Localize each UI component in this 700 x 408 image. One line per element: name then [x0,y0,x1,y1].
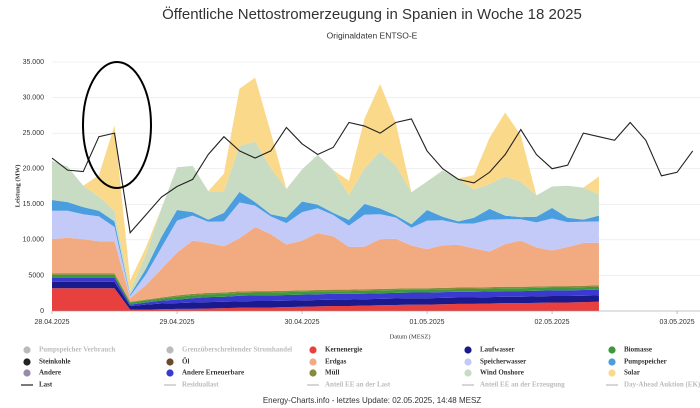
legend-marker [23,346,31,354]
legend-label: Anteil EE an der Erzeugung [480,381,565,389]
legend-label: Öl [182,358,189,366]
x-tick-label: 30.04.2025 [285,319,320,326]
legend-label: Last [39,381,53,389]
legend-marker [23,358,31,366]
chart-title: Öffentliche Nettostromerzeugung in Spani… [162,5,582,23]
legend-label: Day-Ahead Auktion (EK) [624,381,700,389]
legend-marker [309,369,317,377]
legend-marker [464,369,472,377]
legend-label: Laufwasser [480,346,515,354]
legend-label: Biomasse [624,346,652,354]
y-tick-label: 10.000 [23,237,45,244]
legend-label: Pumpspeicher Verbrauch [39,346,115,354]
legend-label: Pumpspeicher [624,358,667,366]
legend-label: Residuallast [182,381,219,389]
legend-marker [309,346,317,354]
x-tick-label: 01.05.2025 [410,319,445,326]
x-tick-label: 02.05.2025 [535,319,570,326]
legend-label: Grenzüberschreitender Stromhandel [182,346,292,354]
legend-marker [464,346,472,354]
legend-marker [608,346,616,354]
legend-label: Solar [624,369,640,377]
legend-label: Müll [325,369,339,377]
line [51,118,694,234]
y-tick-label: 20.000 [23,166,45,173]
area [52,277,599,307]
legend-marker [166,346,174,354]
legend-marker [166,358,174,366]
area [52,281,599,310]
legend-marker [608,369,616,377]
legend-label: Kernenergie [325,346,362,354]
y-tick-label: 0 [40,308,44,315]
legend-label: Steinkohle [39,358,71,366]
chart-subtitle: Originaldaten ENTSO-E [327,30,418,40]
footer: Energy-Charts.info - letztes Update: 02.… [263,396,481,405]
area [52,227,599,302]
x-tick-label: 03.05.2025 [660,319,695,326]
legend-label: Wind Onshore [480,369,524,377]
area [52,273,599,303]
legend-label: Andere [39,369,61,377]
legend-marker [23,369,31,377]
y-tick-label: 5000 [28,272,44,279]
area [52,274,599,305]
legend-label: Speicherwasser [480,358,526,366]
legend-marker [608,358,616,366]
y-tick-label: 35.000 [23,59,45,66]
x-axis-title: Datum (MESZ) [390,333,431,340]
highlight-ellipse [82,61,152,189]
legend-marker [464,358,472,366]
y-tick-label: 30.000 [23,94,45,101]
y-axis-title: Leistung (MW) [14,165,21,208]
area [52,202,599,299]
legend-marker [309,358,317,366]
legend-label: Anteil EE an der Last [325,381,391,389]
x-tick-label: 29.04.2025 [159,319,194,326]
legend-label: Andere Erneuerbare [182,369,244,377]
y-tick-label: 15.000 [23,201,45,208]
area [52,288,599,311]
plot-area: 0 5000 10.000 15.000 20.000 25.000 30.000 35.00… [23,59,700,326]
legend-label: Erdgas [325,358,347,366]
y-tick-label: 25.000 [23,130,45,137]
area [52,141,599,295]
area [52,191,599,297]
x-tick-label: 28.04.2025 [34,319,69,326]
legend-marker [166,369,174,377]
